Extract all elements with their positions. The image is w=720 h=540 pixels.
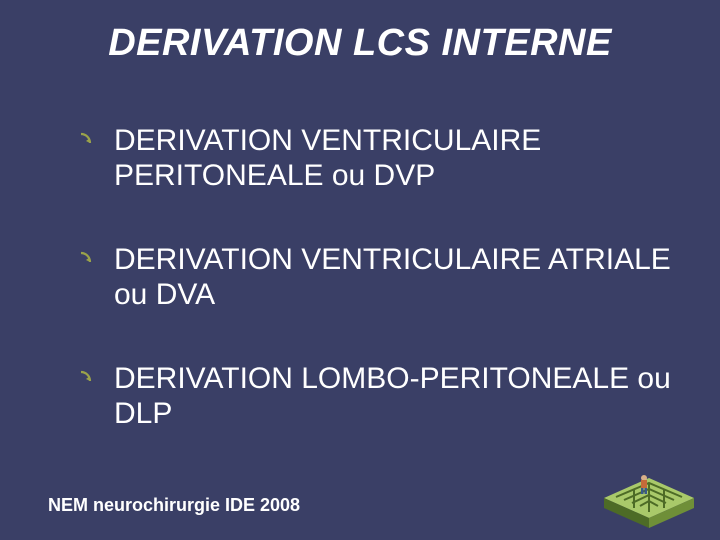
- curved-arrow-icon: [78, 131, 96, 149]
- list-item: DERIVATION VENTRICULAIRE ATRIALE ou DVA: [78, 242, 680, 313]
- bullet-text: DERIVATION LOMBO-PERITONEALE ou DLP: [114, 362, 671, 430]
- maze-icon: [594, 450, 704, 530]
- list-item: DERIVATION VENTRICULAIRE PERITONEALE ou …: [78, 123, 680, 194]
- slide: DERIVATION LCS INTERNE DERIVATION VENTRI…: [0, 0, 720, 540]
- curved-arrow-icon: [78, 250, 96, 268]
- curved-arrow-icon: [78, 369, 96, 387]
- bullet-list: DERIVATION VENTRICULAIRE PERITONEALE ou …: [40, 123, 680, 431]
- footer-text: NEM neurochirurgie IDE 2008: [48, 495, 300, 516]
- list-item: DERIVATION LOMBO-PERITONEALE ou DLP: [78, 361, 680, 432]
- slide-title: DERIVATION LCS INTERNE: [40, 22, 680, 65]
- bullet-text: DERIVATION VENTRICULAIRE ATRIALE ou DVA: [114, 243, 671, 311]
- bullet-text: DERIVATION VENTRICULAIRE PERITONEALE ou …: [114, 124, 541, 192]
